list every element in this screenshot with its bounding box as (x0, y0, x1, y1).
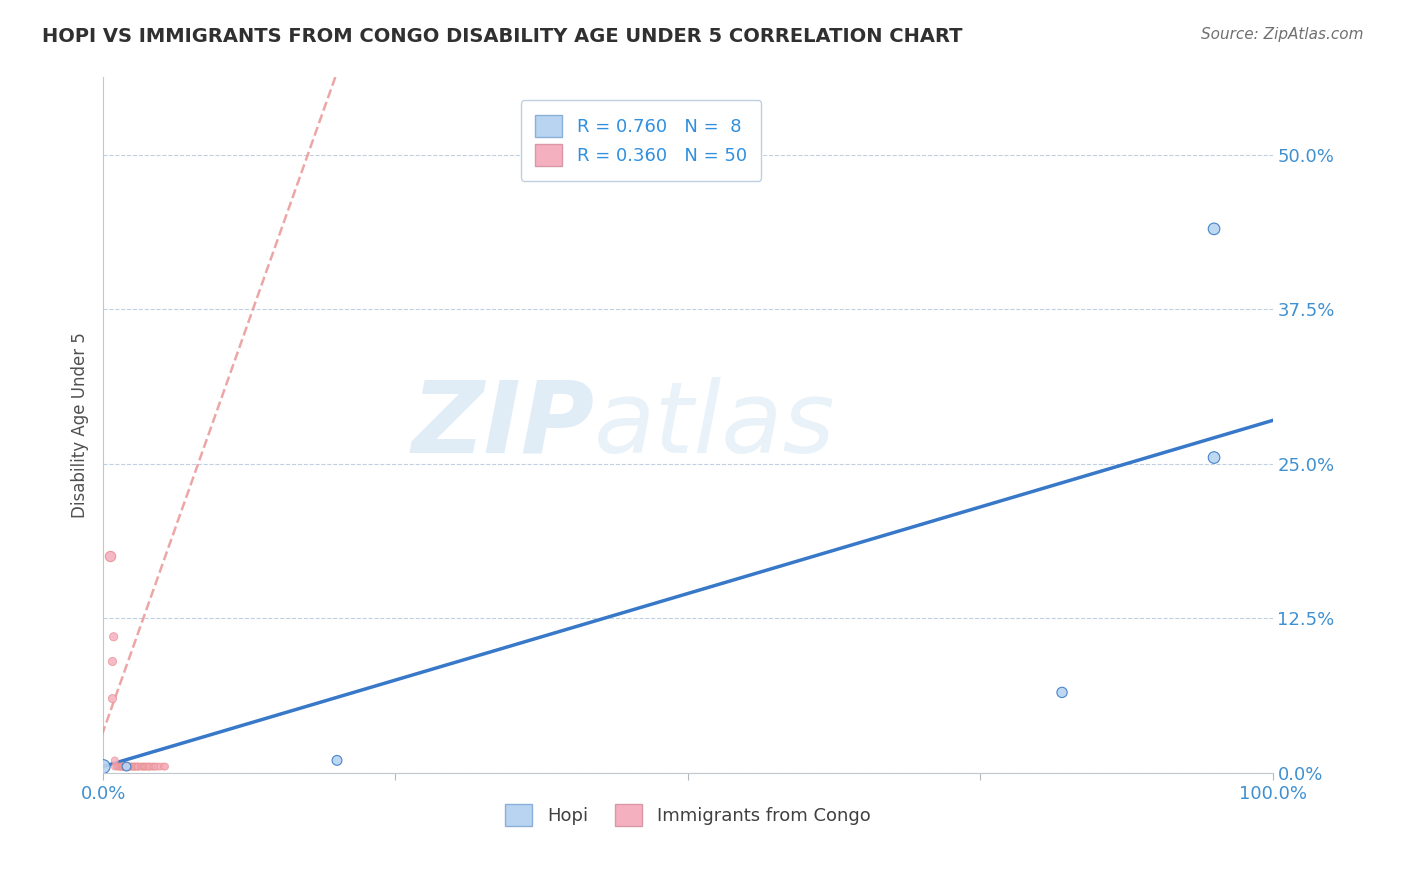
Point (136, 759, 159, 773)
Point (111, 759, 134, 773)
Text: atlas: atlas (595, 376, 837, 474)
Point (142, 759, 165, 773)
Point (1202, 450, 1225, 465)
Point (141, 759, 163, 773)
Point (153, 759, 176, 773)
Point (127, 759, 149, 773)
Point (135, 759, 157, 773)
Point (91, 759, 114, 773)
Point (118, 759, 141, 773)
Point (115, 759, 138, 773)
Point (326, 753, 349, 767)
Point (103, 630, 125, 644)
Point (132, 759, 155, 773)
Point (101, 655, 124, 669)
Point (145, 759, 167, 773)
Point (115, 759, 138, 773)
Point (127, 759, 149, 773)
Point (146, 759, 169, 773)
Point (1050, 685, 1073, 699)
Point (111, 759, 134, 773)
Point (139, 759, 162, 773)
Point (110, 759, 132, 773)
Y-axis label: Disability Age Under 5: Disability Age Under 5 (72, 332, 89, 518)
Point (111, 759, 134, 773)
Legend: Hopi, Immigrants from Congo: Hopi, Immigrants from Congo (498, 797, 877, 833)
Point (117, 759, 139, 773)
Point (107, 759, 129, 773)
Point (138, 759, 160, 773)
Point (121, 759, 143, 773)
Point (112, 759, 135, 773)
Point (122, 759, 145, 773)
Point (127, 759, 149, 773)
Point (114, 759, 136, 773)
Point (120, 759, 142, 773)
Point (104, 753, 127, 767)
Point (101, 691, 124, 706)
Point (143, 759, 166, 773)
Point (121, 759, 143, 773)
Point (118, 759, 141, 773)
Point (124, 759, 146, 773)
Point (108, 759, 131, 773)
Text: HOPI VS IMMIGRANTS FROM CONGO DISABILITY AGE UNDER 5 CORRELATION CHART: HOPI VS IMMIGRANTS FROM CONGO DISABILITY… (42, 27, 963, 45)
Point (1202, 222, 1225, 236)
Point (131, 759, 153, 773)
Text: Source: ZipAtlas.com: Source: ZipAtlas.com (1201, 27, 1364, 42)
Point (125, 759, 148, 773)
Point (114, 759, 136, 773)
Text: ZIP: ZIP (412, 376, 595, 474)
Point (134, 759, 156, 773)
Point (129, 759, 152, 773)
Point (111, 759, 134, 773)
Point (104, 759, 127, 773)
Point (139, 759, 162, 773)
Point (125, 759, 148, 773)
Point (149, 759, 172, 773)
Point (110, 759, 132, 773)
Point (105, 759, 128, 773)
Point (153, 759, 176, 773)
Point (98, 549, 121, 564)
Point (112, 759, 135, 773)
Point (132, 759, 155, 773)
Point (132, 759, 155, 773)
Point (124, 759, 146, 773)
Point (115, 759, 138, 773)
